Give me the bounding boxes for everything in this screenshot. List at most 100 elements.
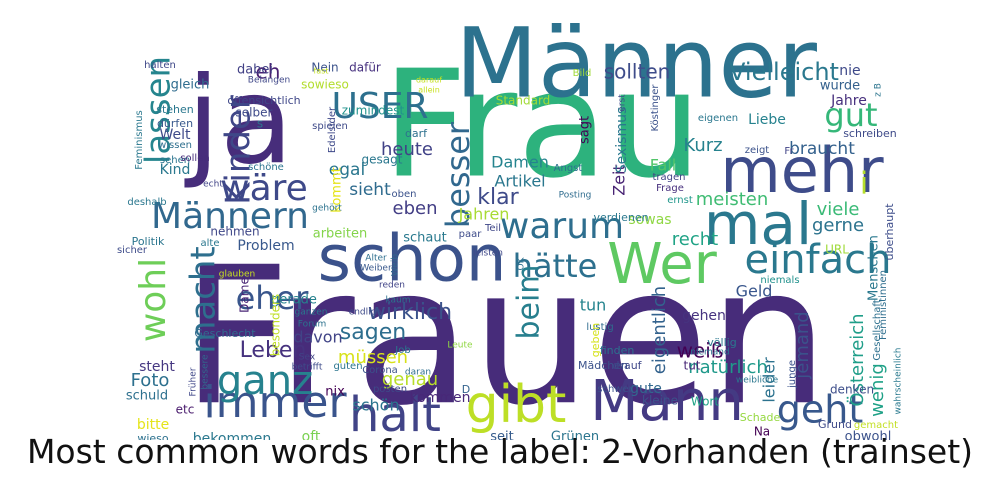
word-mann: Mann — [590, 369, 744, 434]
word-kurz: Kurz — [683, 135, 722, 156]
word-eben: eben — [393, 198, 438, 219]
word-geht: geht — [777, 388, 863, 432]
word-nehmen: nehmen — [210, 225, 259, 239]
word-paar: paar — [459, 229, 483, 240]
word-selber: selber — [236, 106, 273, 120]
word-glauben: glauben — [219, 270, 255, 280]
word-eigenen: eigenen — [698, 113, 738, 124]
word-beim: beim — [512, 264, 547, 339]
word-corona: Corona — [362, 365, 398, 376]
word-deshalb: deshalb — [127, 197, 166, 208]
word-wohl: wohl — [133, 258, 174, 342]
word-frau: Frau — [382, 39, 702, 211]
word-weib: Weib — [391, 254, 401, 276]
word-sex: Sex — [299, 353, 316, 363]
word-bild: Bild — [573, 68, 592, 79]
word-weibliche: weibliche — [736, 376, 779, 386]
word-betrifft: betrifft — [292, 363, 323, 373]
word-jahre: Jahre — [830, 93, 867, 109]
word-menschen: Menschen — [867, 235, 882, 301]
word-darauf: darauf — [416, 76, 442, 85]
word-mädchen: Mädchen — [578, 359, 628, 372]
word-geben: geben — [589, 323, 602, 358]
word-hätte: hätte — [513, 247, 598, 285]
word-z-b: z B — [874, 83, 884, 97]
word-halt: halt — [349, 387, 441, 440]
word-finden: finden — [600, 344, 635, 357]
word-leider: leider — [760, 357, 779, 403]
word-posten: posten — [373, 384, 407, 395]
word-heute: heute — [381, 139, 433, 160]
word-user: USER — [332, 86, 429, 127]
word-eigentlich: eigentlich — [649, 286, 670, 374]
word-schöne: schöne — [248, 162, 284, 173]
word-nein: Nein — [311, 61, 338, 75]
word-welt: Welt — [159, 127, 191, 143]
word-besonders: besonders — [269, 294, 283, 356]
word-mal: mal — [704, 190, 812, 258]
word-belangen: Belangen — [248, 76, 290, 86]
word-bitte: bitte — [137, 417, 169, 433]
word-zeit: Zeit — [610, 164, 629, 196]
word-leute: Leute — [447, 341, 473, 351]
word-schaut: schaut — [403, 231, 446, 246]
word-erst: erst — [618, 94, 628, 112]
word-posting: Posting — [559, 191, 592, 201]
word-niemand: niemand — [690, 348, 729, 358]
word-leben: Leben — [240, 338, 307, 363]
word-wieso: wieso — [137, 432, 169, 440]
word-eher: eher — [236, 279, 310, 317]
word-sollten: sollten — [604, 60, 671, 84]
word-liebe: Liebe — [748, 112, 786, 128]
word-frage: Frage — [656, 183, 684, 194]
word-natürlich: natürlich — [688, 357, 768, 378]
word-kinder: Kinder — [219, 95, 259, 205]
word-gute: gute — [630, 381, 662, 397]
word-denken: denken — [830, 383, 874, 397]
word-völlig: völlig — [707, 336, 736, 349]
word-halten: halten — [144, 60, 176, 71]
word-kommen: kommen — [410, 390, 471, 406]
word-lustig: lustig — [586, 322, 613, 333]
word-teil: Teil — [484, 223, 501, 234]
word-dürfen: dürfen — [157, 117, 193, 130]
word-geschlecht: Geschlecht — [194, 327, 256, 340]
word-gut: gut — [824, 96, 877, 134]
word-dame: Dame — [238, 277, 252, 313]
word-gleich: gleich — [171, 78, 210, 93]
word-seit: seit — [490, 430, 513, 441]
word-s: s — [257, 117, 263, 131]
word-kaum: kaum — [385, 296, 410, 306]
word-spielen: spielen — [312, 121, 348, 132]
word-fall: Fall — [650, 156, 676, 175]
word-feministinnen: Feministinnen — [878, 270, 889, 340]
word-nie: nie — [839, 63, 860, 79]
word-männer: Männer — [455, 7, 817, 119]
word-schade: Schade — [740, 411, 781, 424]
word-d: D — [462, 383, 470, 396]
word-echt: echt — [203, 180, 223, 190]
word-zumindest: zumindest — [342, 104, 405, 118]
word-egal: egal — [329, 160, 365, 180]
word-url: URL — [825, 243, 849, 257]
word-dabei: dabei — [237, 63, 273, 78]
word-vielleicht: Vielleicht — [729, 58, 839, 86]
word-nix: nix — [325, 385, 345, 400]
word-endlich: endlich — [349, 308, 382, 318]
word-schwer: schwer — [597, 384, 633, 395]
word-tut: tut — [683, 359, 700, 373]
word-na: Na — [754, 425, 770, 439]
word-klar: klar — [477, 185, 519, 210]
word-weiß: weiß — [677, 339, 724, 363]
word-sexismus: Sexismus — [614, 107, 630, 174]
word-junge: junge — [787, 360, 798, 389]
word-i: i — [860, 167, 868, 202]
word-recht: recht — [672, 229, 718, 250]
word-allein: allein — [418, 86, 440, 95]
word-sowieso: sowieso — [301, 78, 349, 92]
word-alter: Alter — [365, 254, 387, 264]
chart-caption: Most common words for the label: 2-Vorha… — [26, 432, 974, 471]
word-früher: Früher — [189, 367, 199, 396]
word-gemacht: gemacht — [854, 420, 898, 431]
word-köstinger: Köstinger — [650, 84, 661, 132]
